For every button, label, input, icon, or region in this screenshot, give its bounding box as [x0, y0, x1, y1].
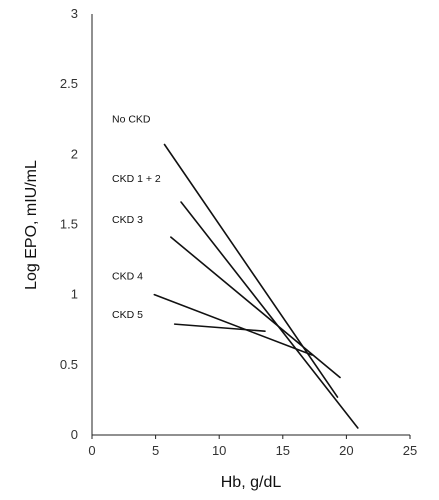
- x-tick-label: 5: [152, 443, 159, 458]
- axes: [91, 14, 410, 436]
- y-tick-label: 3: [71, 6, 78, 21]
- series-label-no-ckd: No CKD: [112, 114, 151, 126]
- series-line-ckd-1-2: [180, 201, 359, 429]
- y-tick-label: 0: [71, 427, 78, 442]
- series-line-ckd-5: [173, 323, 266, 332]
- y-tick-label: 1: [71, 287, 78, 302]
- y-tick-label: 2: [71, 146, 78, 161]
- series-label-ckd-4: CKD 4: [112, 271, 143, 283]
- series-line-ckd-4: [153, 293, 313, 356]
- y-tick-label: 0.5: [60, 357, 78, 372]
- series-lines: [153, 143, 359, 429]
- x-tick-label: 15: [276, 443, 290, 458]
- y-tick-label: 1.5: [60, 217, 78, 232]
- series-line-no-ckd: [163, 143, 339, 398]
- series-labels: No CKD CKD 1 + 2 CKD 3 CKD 4 CKD 5: [112, 114, 161, 322]
- y-tick-label: 2.5: [60, 76, 78, 91]
- series-label-ckd-3: CKD 3: [112, 214, 143, 226]
- series-line-ckd-3: [170, 236, 341, 379]
- series-label-ckd-5: CKD 5: [112, 309, 143, 321]
- series-label-ckd-1-2: CKD 1 + 2: [112, 173, 161, 185]
- ticks: 0 0.5 1 1.5 2 2.5 3 0 5 10 15 20 25: [60, 6, 417, 458]
- x-tick-label: 0: [88, 443, 95, 458]
- x-tick-label: 20: [339, 443, 353, 458]
- x-axis-title: Hb, g/dL: [221, 474, 282, 491]
- y-axis-title: Log EPO, mIU/mL: [23, 160, 40, 290]
- x-tick-label: 25: [403, 443, 417, 458]
- x-tick-label: 10: [212, 443, 226, 458]
